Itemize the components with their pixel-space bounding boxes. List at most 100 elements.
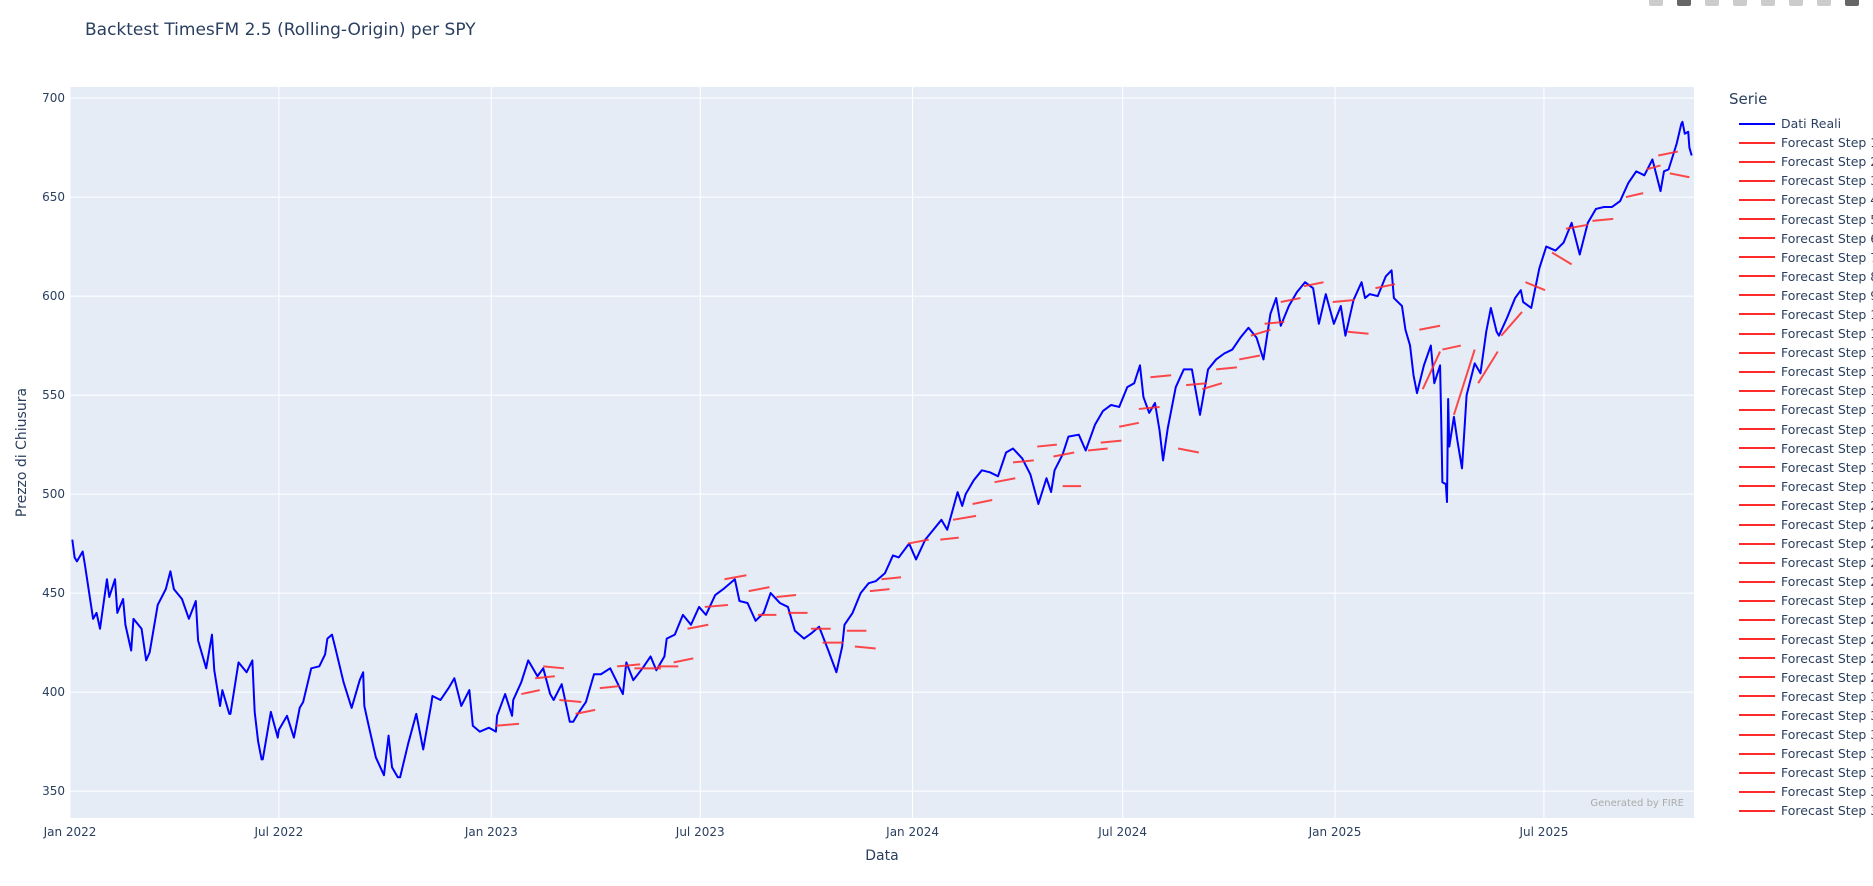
legend-item[interactable]: Forecast Step 33: [1729, 744, 1873, 763]
forecast-segment: [869, 588, 890, 593]
forecast-segment: [1500, 311, 1523, 337]
forecast-segment: [543, 665, 565, 670]
legend-item[interactable]: Forecast Step 14: [1729, 381, 1873, 400]
actual-price-line: [71, 120, 1693, 779]
forecast-segment: [1332, 299, 1355, 304]
forecast-segment: [854, 645, 876, 650]
legend-item[interactable]: Forecast Step 35: [1729, 782, 1873, 801]
legend-label: Forecast Step 33: [1781, 746, 1873, 762]
legend-item[interactable]: Forecast Step 15: [1729, 400, 1873, 419]
legend-line-icon: [1739, 714, 1775, 717]
chart-title: Backtest TimesFM 2.5 (Rolling-Origin) pe…: [85, 20, 476, 40]
legend-item[interactable]: Forecast Step 22: [1729, 534, 1873, 553]
legend-item[interactable]: Forecast Step 4: [1729, 190, 1873, 209]
legend-item[interactable]: Forecast Step 20: [1729, 496, 1873, 515]
legend-line-icon: [1739, 504, 1775, 507]
forecast-segment: [1375, 283, 1396, 290]
legend-item[interactable]: Forecast Step 25: [1729, 591, 1873, 610]
legend-item[interactable]: Forecast Step 21: [1729, 515, 1873, 534]
forecast-segment: [1138, 405, 1160, 410]
legend-label: Forecast Step 35: [1781, 784, 1873, 800]
x-tick-label: Jan 2023: [464, 825, 518, 839]
legend-line-icon: [1739, 141, 1775, 144]
pan-icon[interactable]: [1705, 0, 1719, 6]
legend-item[interactable]: Forecast Step 10: [1729, 305, 1873, 324]
legend-label: Forecast Step 6: [1781, 230, 1873, 246]
forecast-segment: [1565, 223, 1588, 230]
legend-label: Forecast Step 18: [1781, 459, 1873, 475]
legend-label: Forecast Step 8: [1781, 268, 1873, 284]
legend-label: Forecast Step 26: [1781, 612, 1873, 628]
legend-item[interactable]: Forecast Step 5: [1729, 209, 1873, 228]
home-icon[interactable]: [1817, 0, 1831, 6]
y-tick-label: 350: [42, 784, 65, 798]
legend-item[interactable]: Forecast Step 31: [1729, 706, 1873, 725]
legend-item[interactable]: Dati Reali: [1729, 114, 1873, 133]
legend-item[interactable]: Forecast Step 30: [1729, 687, 1873, 706]
forecast-segment: [940, 536, 959, 541]
forecast-segment: [1250, 328, 1271, 337]
camera-icon[interactable]: [1649, 0, 1663, 6]
legend-item[interactable]: Forecast Step 28: [1729, 649, 1873, 668]
x-tick-label: Jul 2024: [1097, 825, 1147, 839]
legend-label: Forecast Step 3: [1781, 173, 1873, 189]
forecast-segment: [1477, 350, 1499, 384]
legend-line-icon: [1739, 695, 1775, 698]
legend-item[interactable]: Forecast Step 27: [1729, 630, 1873, 649]
forecast-segment: [994, 477, 1016, 484]
legend-line-icon: [1739, 523, 1775, 526]
legend-item[interactable]: Forecast Step 18: [1729, 458, 1873, 477]
legend-item[interactable]: Forecast Step 32: [1729, 725, 1873, 744]
legend-item[interactable]: Forecast Step 6: [1729, 229, 1873, 248]
legend-item[interactable]: Forecast Step 11: [1729, 324, 1873, 343]
forecast-segment: [1347, 330, 1369, 335]
legend-item[interactable]: Forecast Step 36: [1729, 801, 1873, 820]
legend-label: Forecast Step 9: [1781, 287, 1873, 303]
legend-item[interactable]: Forecast Step 12: [1729, 343, 1873, 362]
legend-item[interactable]: Forecast Step 24: [1729, 572, 1873, 591]
legend-item[interactable]: Forecast Step 19: [1729, 477, 1873, 496]
legend-line-icon: [1739, 790, 1775, 793]
legend-item[interactable]: Forecast Step 2: [1729, 152, 1873, 171]
forecast-segment: [1646, 164, 1661, 171]
zoom-in-icon[interactable]: [1733, 0, 1747, 6]
legend-item[interactable]: Forecast Step 7: [1729, 248, 1873, 267]
legend-line-icon: [1739, 294, 1775, 297]
forecast-segment: [1087, 447, 1108, 452]
legend-item[interactable]: Forecast Step 17: [1729, 439, 1873, 458]
zoom-out-icon[interactable]: [1761, 0, 1775, 6]
forecast-segment: [1053, 451, 1075, 458]
legend-item[interactable]: Forecast Step 9: [1729, 286, 1873, 305]
legend-item[interactable]: Forecast Step 29: [1729, 668, 1873, 687]
forecast-segment: [687, 623, 709, 630]
legend-item[interactable]: Forecast Step 23: [1729, 553, 1873, 572]
legend-item[interactable]: Forecast Step 16: [1729, 420, 1873, 439]
legend-label: Forecast Step 4: [1781, 192, 1873, 208]
legend-item[interactable]: Forecast Step 13: [1729, 362, 1873, 381]
legend-item[interactable]: Forecast Step 3: [1729, 171, 1873, 190]
forecast-segment: [673, 657, 694, 664]
legend-item[interactable]: Forecast Step 1: [1729, 133, 1873, 152]
plot-area: [70, 87, 1694, 818]
legend-item[interactable]: Forecast Step 34: [1729, 763, 1873, 782]
legend-line-icon: [1739, 733, 1775, 736]
plotly-logo-icon[interactable]: [1845, 0, 1859, 6]
forecast-segment: [495, 722, 520, 727]
legend-label: Forecast Step 2: [1781, 154, 1873, 170]
legend-label: Forecast Step 31: [1781, 707, 1873, 723]
zoom-icon[interactable]: [1677, 0, 1691, 6]
forecast-segment: [575, 708, 596, 715]
y-tick-label: 450: [42, 586, 65, 600]
legend-label: Dati Reali: [1781, 116, 1842, 132]
autoscale-icon[interactable]: [1789, 0, 1803, 6]
legend-item[interactable]: Forecast Step 26: [1729, 610, 1873, 629]
legend-line-icon: [1739, 370, 1775, 373]
legend-item[interactable]: Forecast Step 8: [1729, 267, 1873, 286]
forecast-segment: [535, 675, 555, 680]
watermark: Generated by FIRE: [1590, 798, 1684, 809]
legend-line-icon: [1739, 561, 1775, 564]
forecast-segment: [1419, 324, 1441, 331]
legend-line-icon: [1739, 618, 1775, 621]
forecast-segment: [1202, 382, 1223, 391]
legend-label: Forecast Step 30: [1781, 688, 1873, 704]
